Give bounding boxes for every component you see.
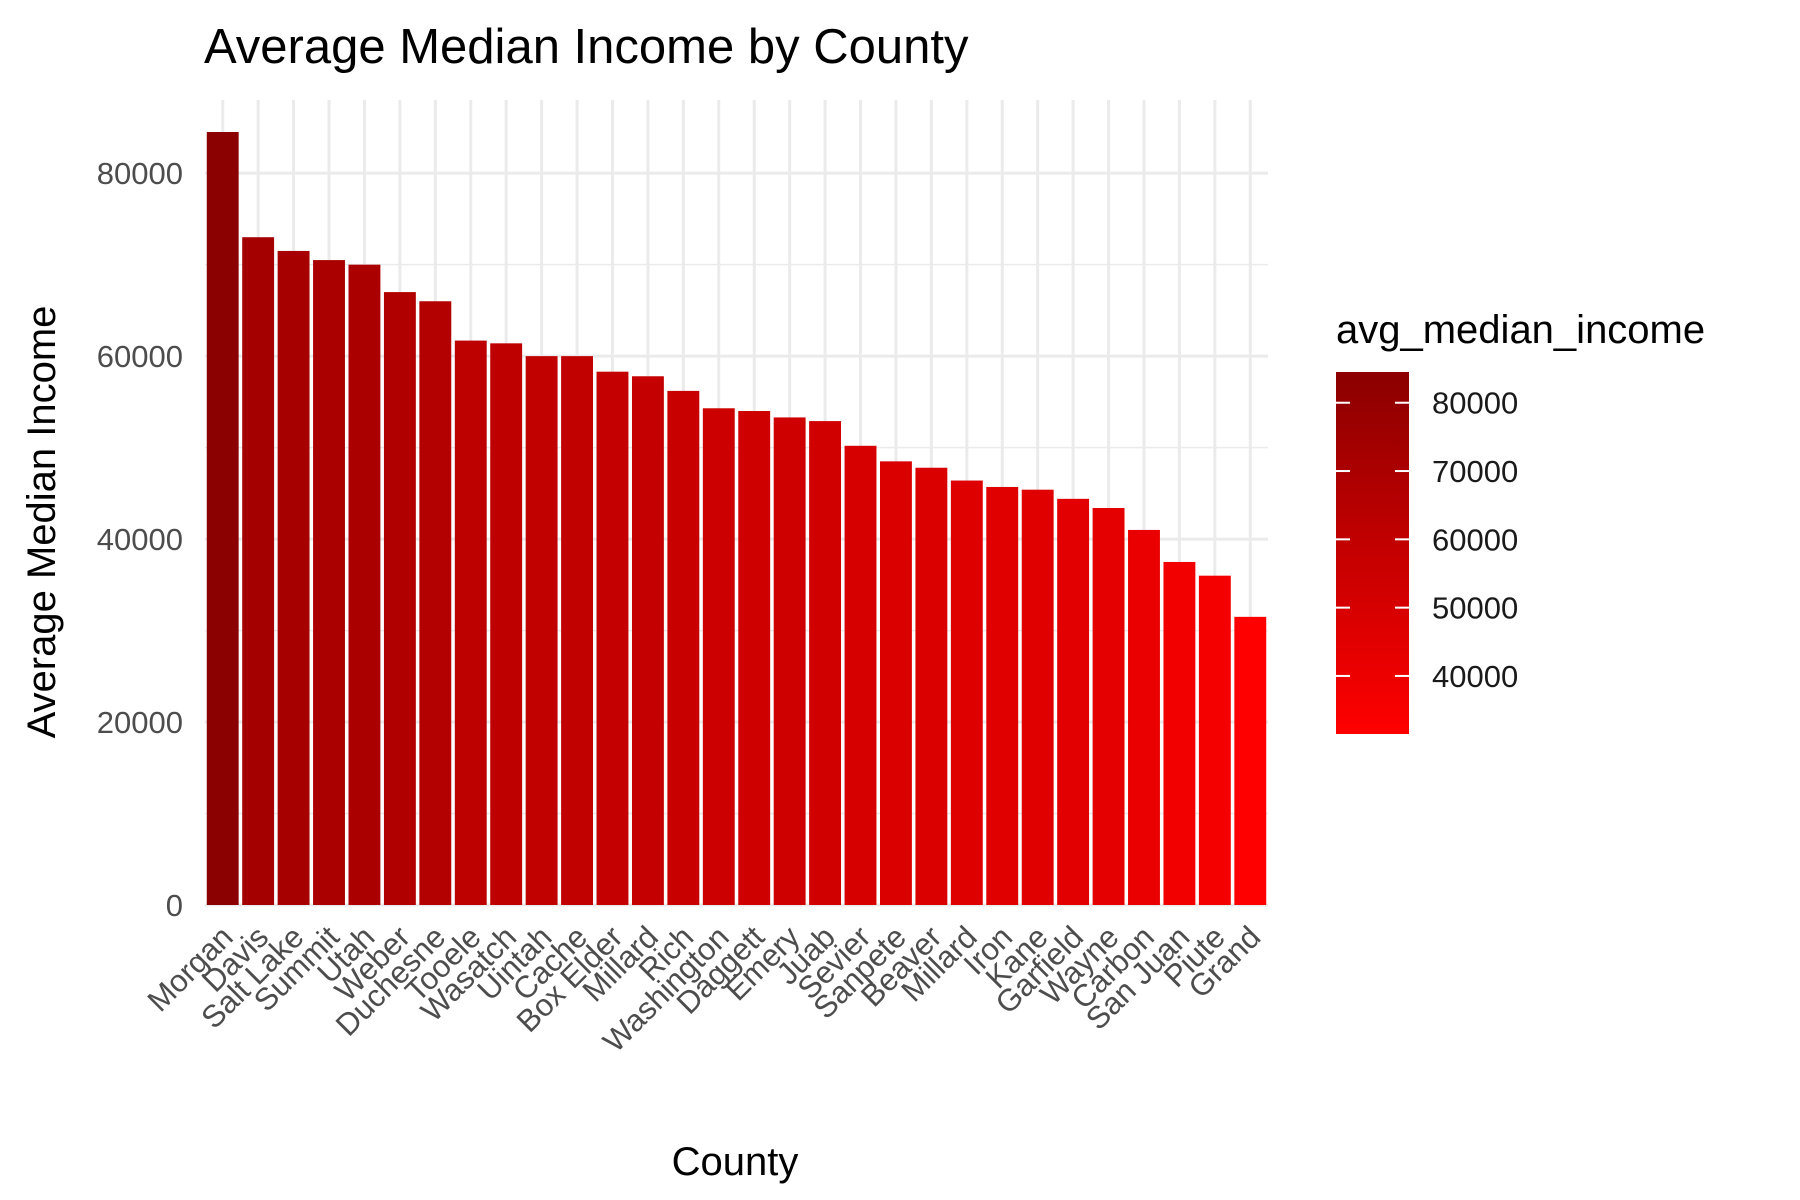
y-tick-label: 0 [166,888,183,923]
y-tick-label: 20000 [97,705,183,740]
bar [206,132,239,906]
bar [419,301,452,905]
x-axis-title: County [672,1140,799,1184]
y-tick-label: 60000 [97,339,183,374]
chart-title: Average Median Income by County [204,20,969,74]
bar [1057,498,1090,905]
bar [667,390,700,906]
bar [1198,575,1231,905]
bars [206,132,1267,906]
bar [1092,507,1125,905]
legend-title: avg_median_income [1336,308,1705,352]
bar [950,480,983,905]
legend-label: 80000 [1432,386,1518,421]
bar [844,445,877,905]
bar [525,356,558,905]
legend-label: 60000 [1432,522,1518,557]
bar [1234,616,1267,905]
bar [348,264,381,906]
bar [277,250,310,905]
y-tick-label: 80000 [97,156,183,191]
bar [242,237,275,905]
bar [986,486,1019,905]
legend-label: 50000 [1432,591,1518,626]
bar [915,467,948,905]
bar [809,421,842,905]
legend-label: 40000 [1432,659,1518,694]
y-axis-ticks: 0 20000 40000 60000 80000 [97,156,183,923]
bar [454,340,487,906]
bar [1021,489,1054,905]
y-axis-title: Average Median Income [20,306,64,739]
bar [561,356,593,905]
bar [1128,529,1160,905]
bar [880,461,912,905]
bar [773,417,806,905]
legend-ticks: 80000 70000 60000 50000 40000 [1336,386,1518,694]
legend-label: 70000 [1432,454,1518,489]
bar [596,371,629,905]
color-legend: avg_median_income 80000 70000 60000 50000 40… [1336,308,1705,734]
bar [383,292,416,905]
bar [1163,561,1196,905]
bar [313,260,345,906]
bar [702,408,735,905]
bar [738,411,771,905]
bar [490,343,523,905]
bar [631,376,664,905]
y-tick-label: 40000 [97,522,183,557]
legend-colorbar [1336,372,1409,734]
